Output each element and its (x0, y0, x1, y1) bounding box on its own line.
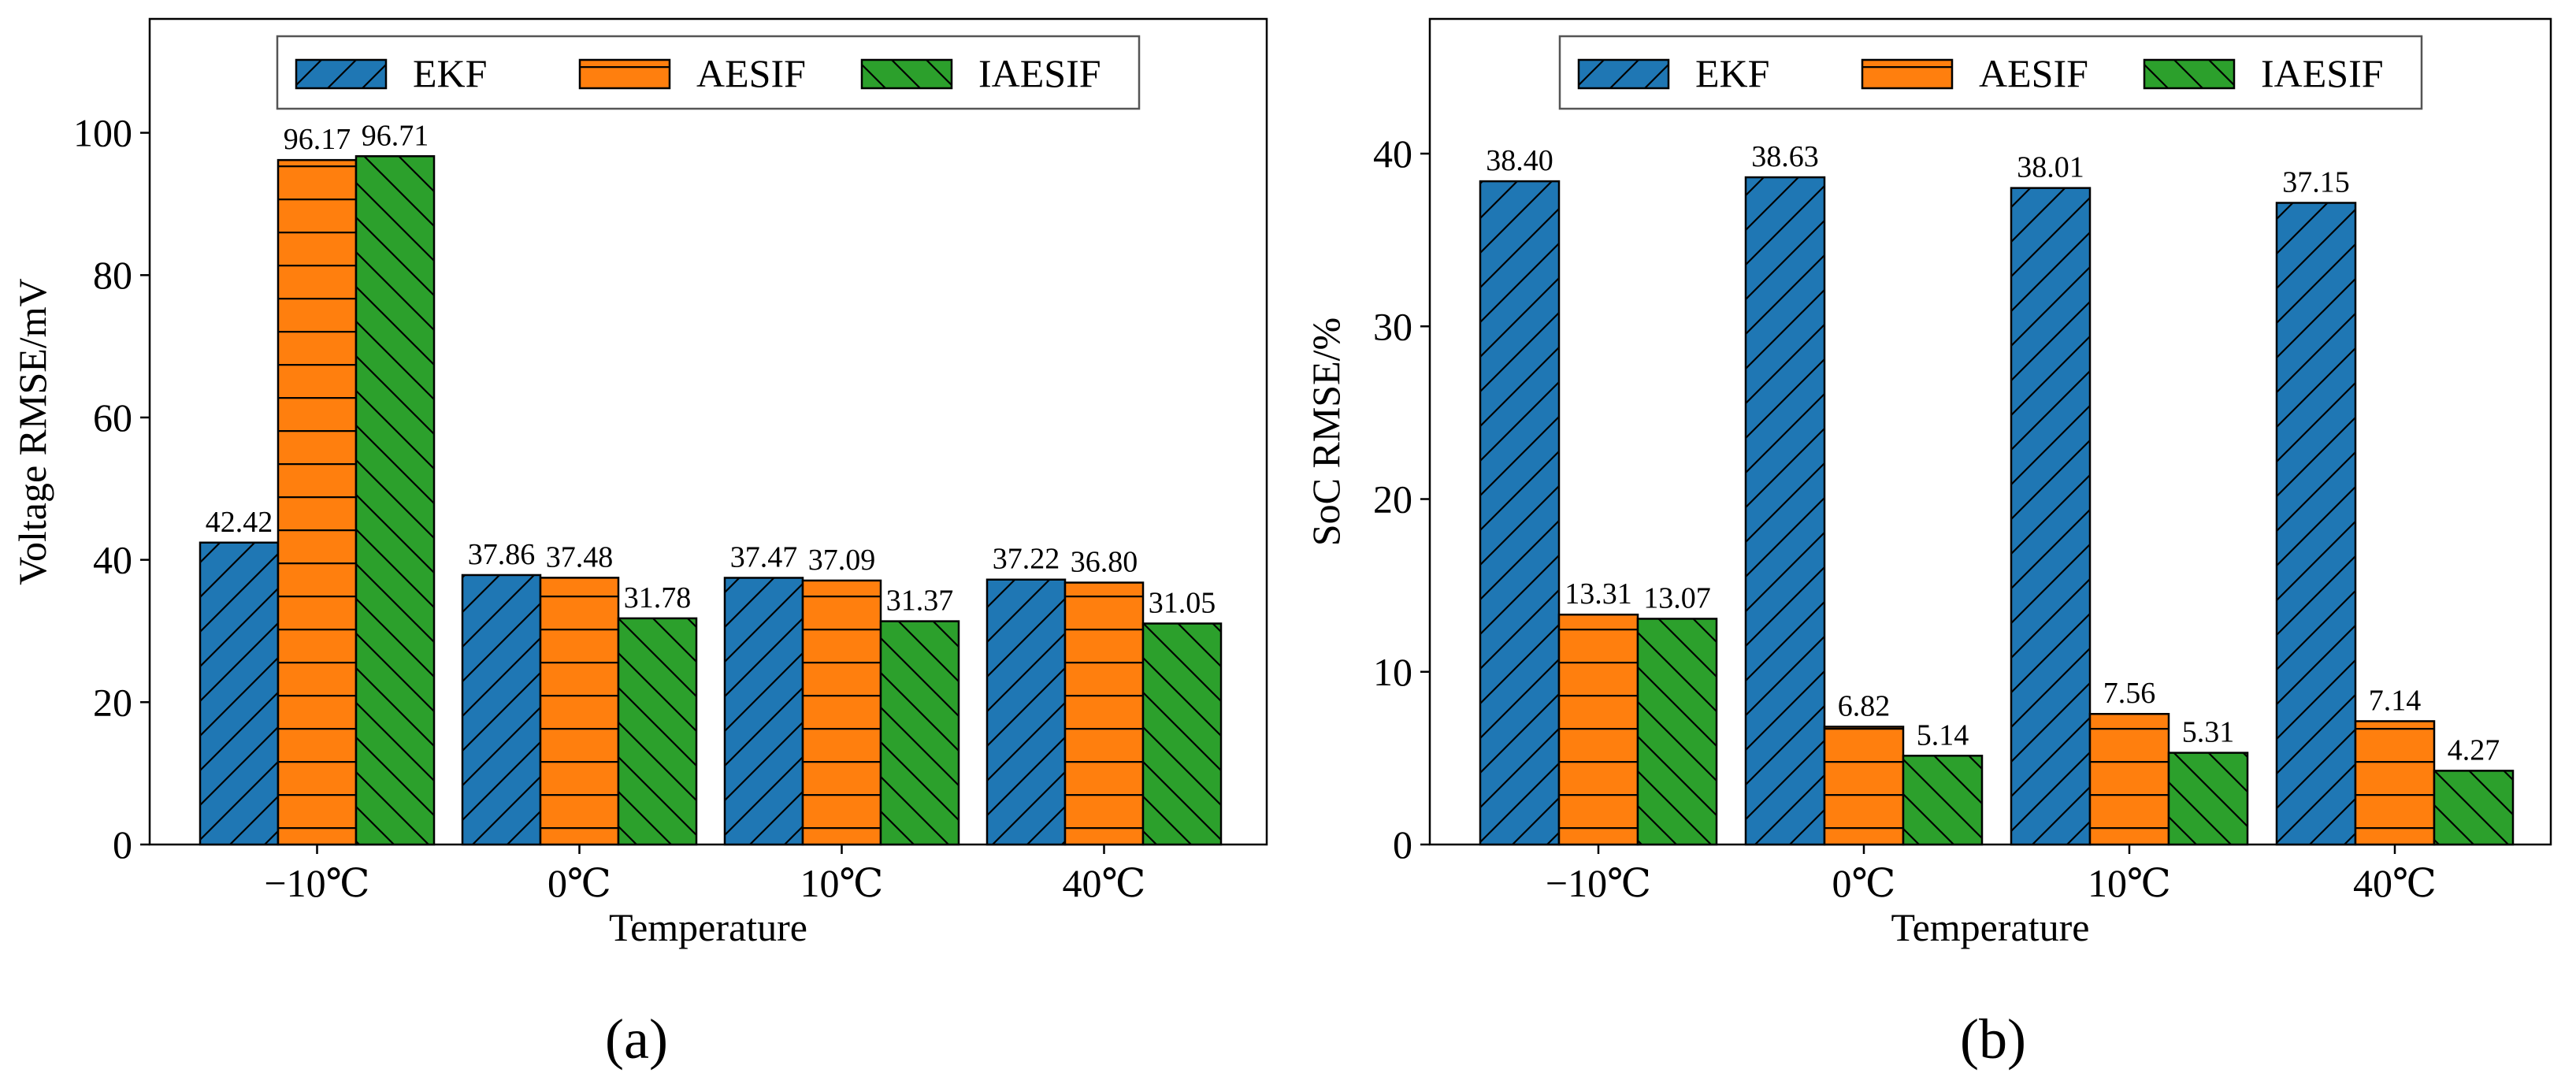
data-label-iaesif-2: 5.31 (2182, 716, 2235, 749)
data-label-iaesif-3: 4.27 (2448, 733, 2500, 767)
legend-label-aesif: AESIF (1979, 51, 2088, 95)
bar-iaesif-0 (354, 155, 436, 846)
bar-iaesif-3 (1141, 622, 1223, 846)
panel-label-b: (b) (1960, 1008, 2026, 1071)
bar-ekf-3 (985, 578, 1067, 846)
data-label-aesif-3: 36.80 (1071, 546, 1138, 579)
data-label-iaesif-0: 13.07 (1643, 581, 1711, 614)
y-tick-label: 0 (113, 822, 132, 867)
bar-iaesif-1 (1902, 755, 1984, 846)
bar-ekf-1 (1744, 176, 1826, 846)
data-label-ekf-0: 38.40 (1486, 144, 1553, 177)
y-tick-label: 40 (1373, 132, 1412, 176)
plot-frame-b (1428, 17, 2552, 846)
bar-iaesif-2 (879, 620, 960, 846)
legend-label-iaesif: IAESIF (2261, 51, 2384, 95)
bar-aesif-2 (2088, 712, 2170, 846)
data-label-iaesif-3: 31.05 (1149, 586, 1216, 619)
x-tick-label: −10℃ (264, 861, 369, 905)
legend-label-ekf: EKF (413, 51, 487, 95)
x-tick-label: 40℃ (2353, 861, 2437, 905)
bar-ekf-2 (2010, 187, 2092, 846)
x-axis-label: Temperature (1891, 905, 2090, 949)
x-tick-label: 10℃ (2088, 861, 2171, 905)
y-tick-label: 100 (73, 111, 132, 155)
data-label-iaesif-1: 5.14 (1917, 718, 1969, 752)
legend-box (1558, 35, 2423, 110)
data-label-ekf-3: 37.22 (993, 543, 1060, 576)
legend-swatch-aesif (1861, 58, 1954, 90)
bar-iaesif-2 (2167, 752, 2249, 846)
data-label-aesif-2: 7.56 (2103, 677, 2156, 710)
data-label-aesif-2: 37.09 (808, 544, 876, 577)
legend-label-aesif: AESIF (696, 51, 806, 95)
bar-ekf-1 (461, 574, 542, 846)
bar-aesif-1 (1823, 726, 1905, 846)
x-tick-label: −10℃ (1546, 861, 1651, 905)
bar-aesif-1 (539, 577, 620, 846)
data-label-iaesif-0: 96.71 (362, 119, 429, 152)
y-axis-label: SoC RMSE/% (1304, 317, 1348, 546)
bar-aesif-3 (1063, 581, 1145, 846)
legend-swatch-iaesif (2143, 58, 2236, 90)
x-tick-label: 0℃ (1832, 861, 1896, 905)
legend-box (276, 35, 1141, 110)
data-label-ekf-2: 37.47 (730, 540, 798, 574)
legend-b: EKF AESIF IAESIF (1558, 35, 2423, 110)
legend-label-iaesif: IAESIF (978, 51, 1101, 95)
legend-swatch-ekf (295, 58, 388, 90)
bar-aesif-0 (1557, 613, 1639, 846)
plot-frame-a (148, 17, 1268, 846)
bar-aesif-0 (277, 158, 358, 846)
data-label-ekf-0: 42.42 (206, 506, 273, 539)
legend-label-ekf: EKF (1695, 51, 1769, 95)
legend-swatch-ekf (1577, 58, 1670, 90)
legend-swatch-aesif (578, 58, 671, 90)
legend-swatch-iaesif (860, 58, 953, 90)
panel-label-a: (a) (605, 1008, 668, 1071)
bar-ekf-2 (723, 577, 804, 846)
y-tick-label: 80 (93, 253, 132, 297)
bar-ekf-3 (2275, 202, 2357, 846)
bar-aesif-2 (801, 579, 882, 846)
data-label-aesif-3: 7.14 (2369, 684, 2422, 717)
data-label-aesif-1: 37.48 (546, 540, 614, 574)
x-axis-label: Temperature (609, 905, 807, 949)
data-label-ekf-3: 37.15 (2282, 165, 2350, 199)
data-label-iaesif-2: 31.37 (886, 585, 954, 618)
y-tick-label: 0 (1393, 822, 1412, 867)
x-tick-label: 0℃ (547, 861, 611, 905)
legend-a: EKF AESIF IAESIF (276, 35, 1141, 110)
y-axis-label: Voltage RMSE/mV (10, 278, 54, 585)
y-tick-label: 40 (93, 538, 132, 582)
bar-iaesif-1 (617, 617, 698, 846)
data-label-iaesif-1: 31.78 (624, 581, 692, 614)
bar-aesif-3 (2354, 720, 2436, 846)
bar-iaesif-3 (2433, 770, 2515, 846)
data-label-aesif-1: 6.82 (1838, 689, 1891, 722)
y-tick-label: 20 (1373, 477, 1412, 522)
data-label-aesif-0: 13.31 (1565, 577, 1632, 611)
x-tick-label: 40℃ (1063, 861, 1146, 905)
chart-panel-a: 0 20 40 60 80 100 42.42 96.17 96.71 −10℃ 37.86 37.4… (10, 17, 1268, 1071)
data-label-ekf-1: 38.63 (1751, 140, 1819, 173)
data-label-aesif-0: 96.17 (284, 123, 351, 156)
chart-panel-b: 0 10 20 30 40 38.40 13.31 13.07 −10℃ 38.63 6.82 5.1… (1304, 17, 2552, 1071)
data-label-ekf-2: 38.01 (2017, 151, 2084, 184)
data-label-ekf-1: 37.86 (468, 538, 536, 571)
y-tick-label: 20 (93, 680, 132, 724)
y-tick-label: 10 (1373, 650, 1412, 694)
y-tick-label: 60 (93, 395, 132, 440)
x-tick-label: 10℃ (800, 861, 884, 905)
bar-iaesif-0 (1636, 618, 1718, 846)
bar-ekf-0 (199, 541, 280, 846)
bar-ekf-0 (1479, 180, 1561, 846)
y-tick-label: 30 (1373, 304, 1412, 348)
